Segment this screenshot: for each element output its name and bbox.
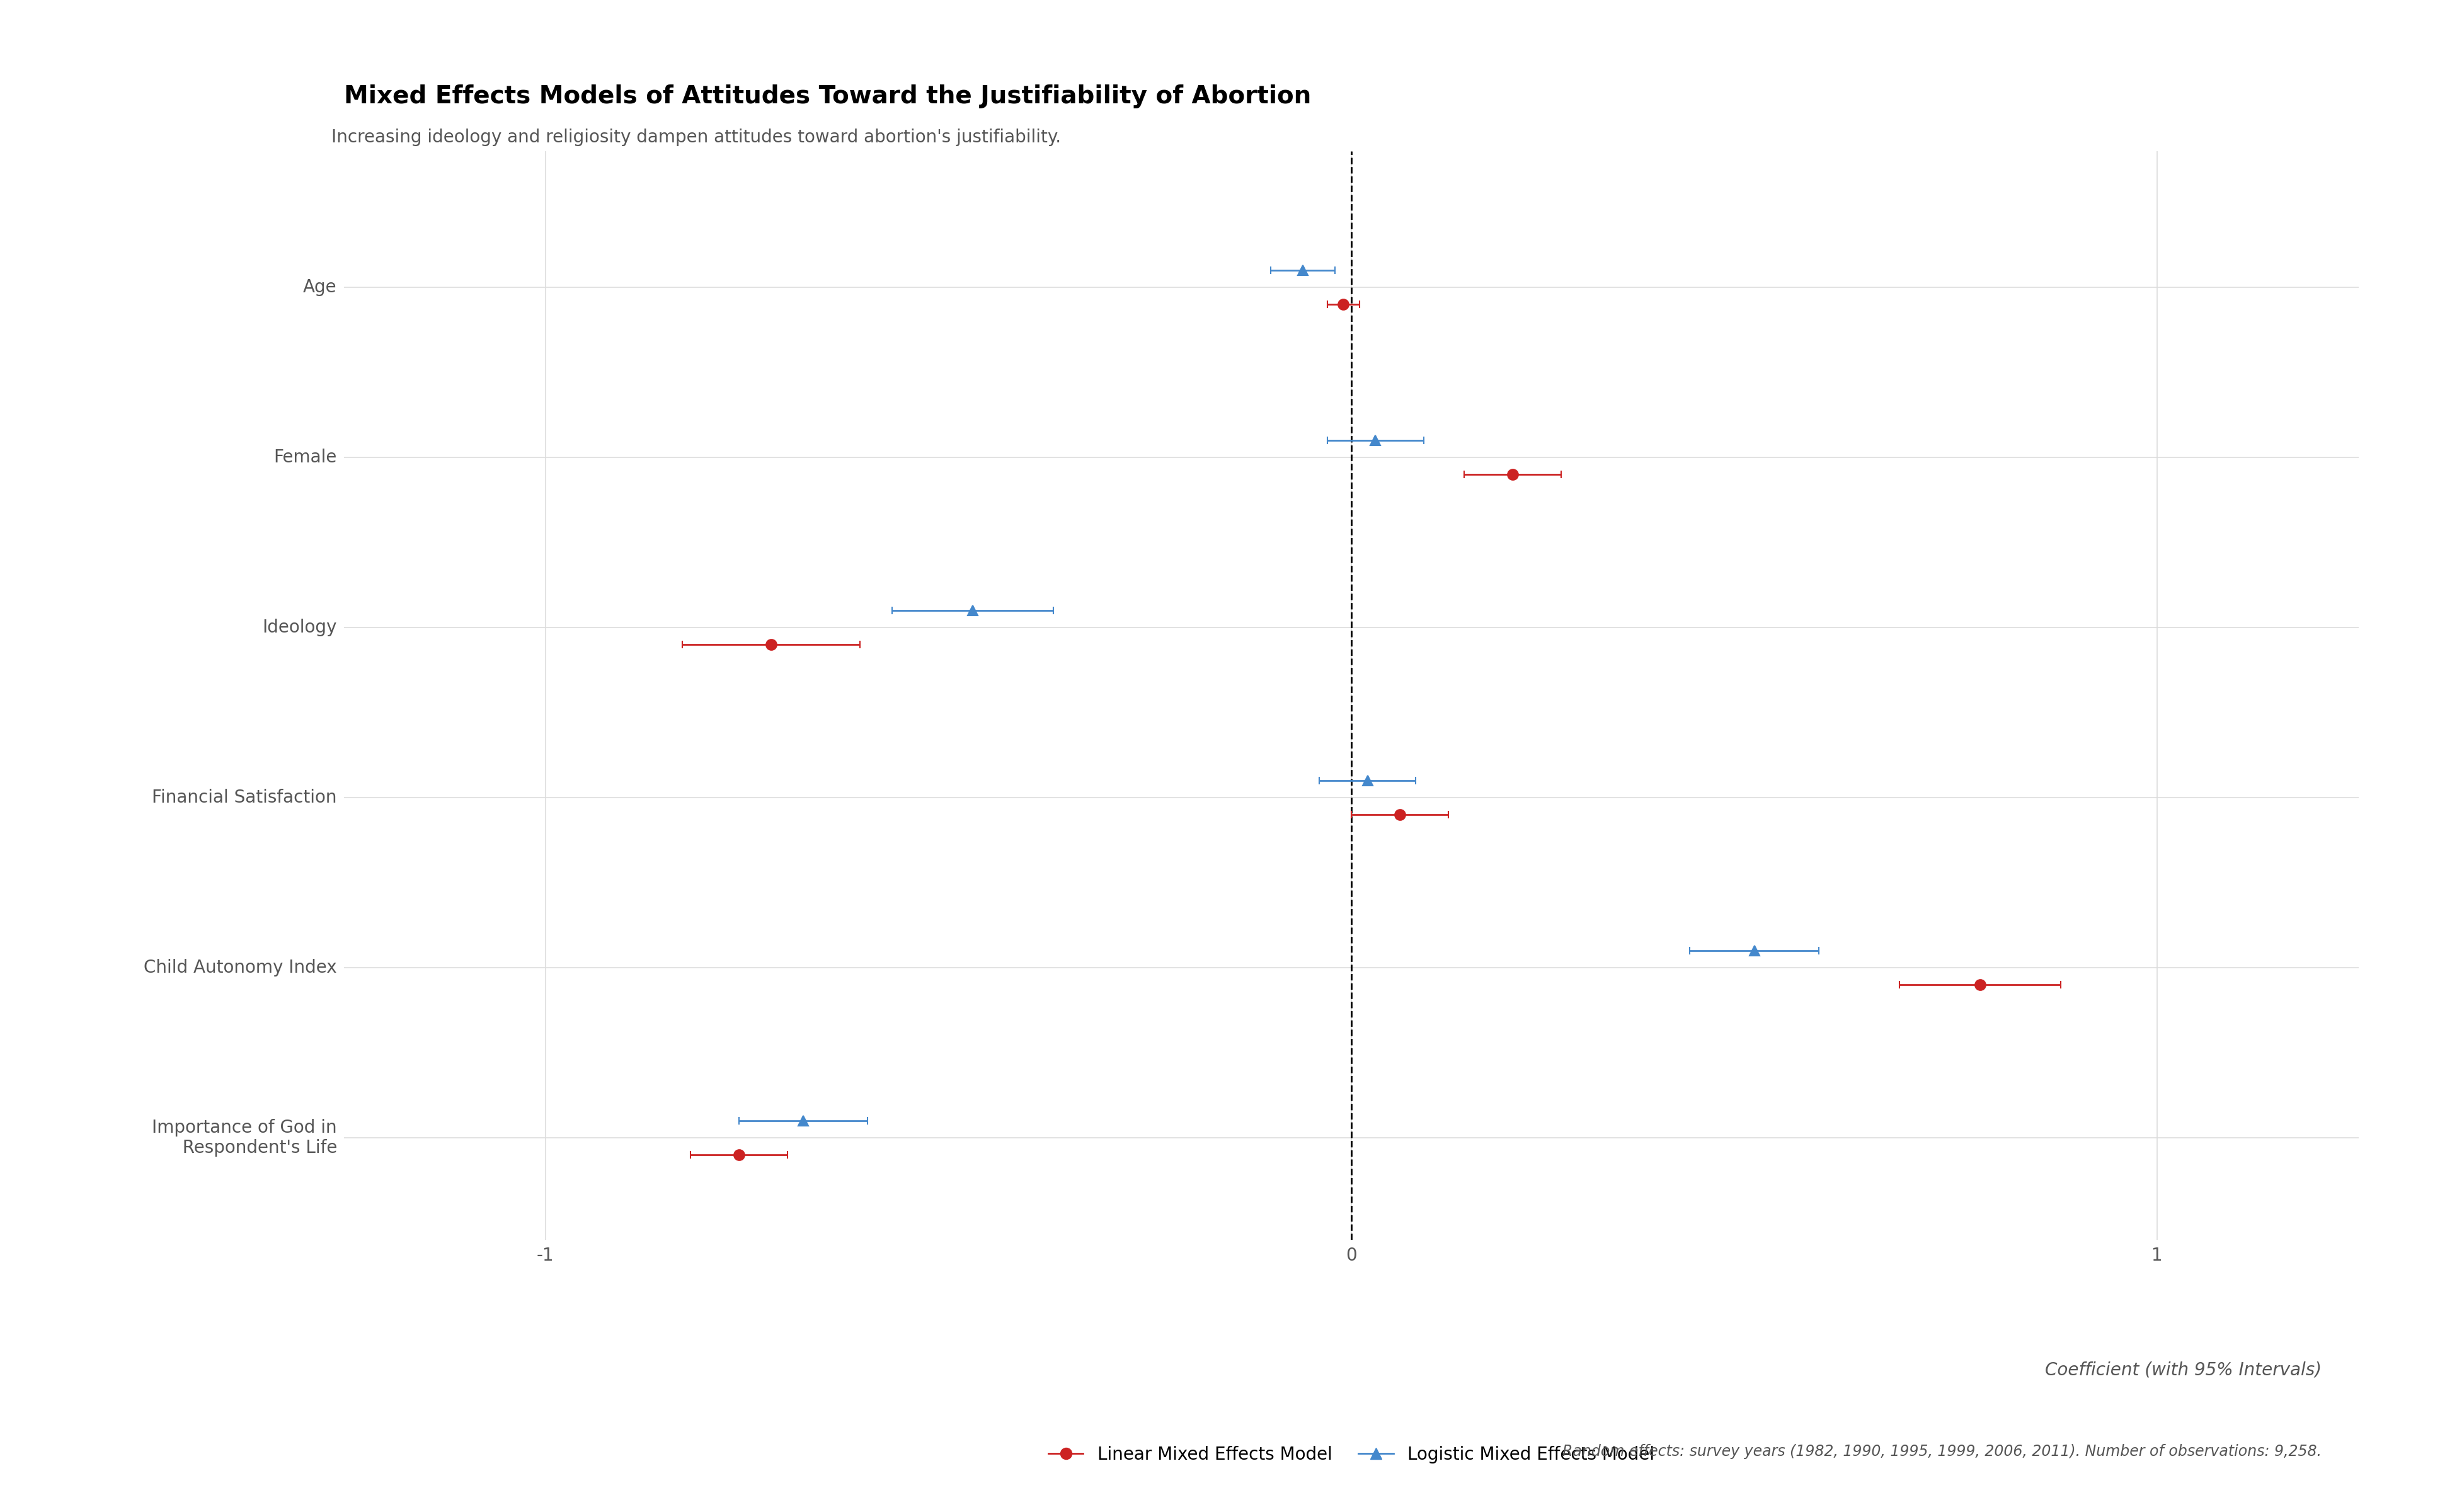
Text: Coefficient (with 95% Intervals): Coefficient (with 95% Intervals) xyxy=(2044,1361,2322,1379)
Legend: Linear Mixed Effects Model, Logistic Mixed Effects Model: Linear Mixed Effects Model, Logistic Mix… xyxy=(1042,1439,1661,1471)
Text: Mixed Effects Models of Attitudes Toward the Justifiability of Abortion: Mixed Effects Models of Attitudes Toward… xyxy=(344,85,1312,109)
Text: Random effects: survey years (1982, 1990, 1995, 1999, 2006, 2011). Number of obs: Random effects: survey years (1982, 1990… xyxy=(1563,1444,2322,1459)
Text: Increasing ideology and religiosity dampen attitudes toward abortion's justifiab: Increasing ideology and religiosity damp… xyxy=(332,129,1061,147)
